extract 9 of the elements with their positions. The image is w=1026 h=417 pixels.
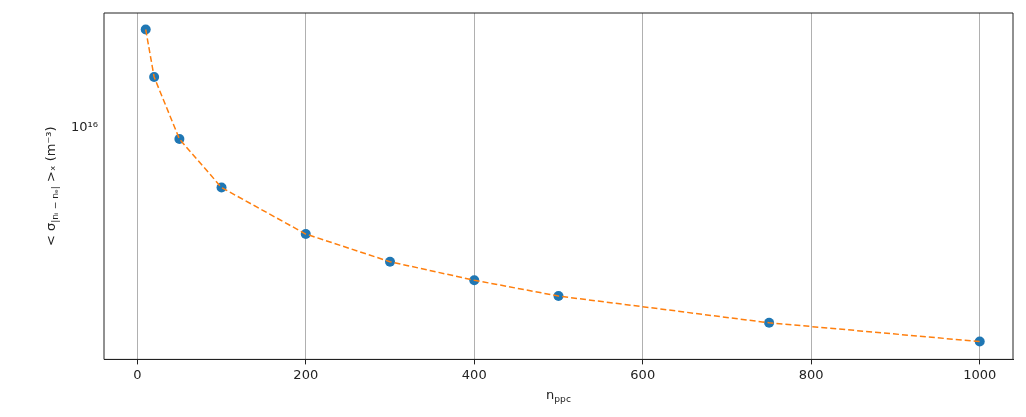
x-tick-label: 0 [133,366,142,382]
x-tick-label: 400 [461,366,487,382]
x-tick-label: 800 [798,366,824,382]
x-tick-label: 200 [293,366,319,382]
point [974,336,985,347]
x-tick-label: 600 [630,366,656,382]
text: 10¹⁶ [71,118,98,134]
x-tick-label: 1000 [963,366,997,382]
y-axis-title: < σ|nᵢ − nₑ| >ₓ (m⁻³) [43,126,61,246]
